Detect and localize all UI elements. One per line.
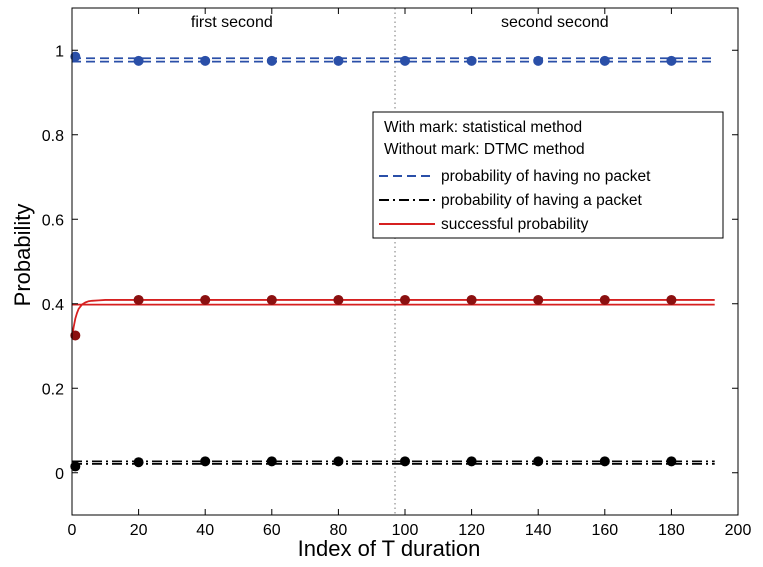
marker-success-6 xyxy=(400,294,410,305)
y-tick-label: 0.2 xyxy=(42,381,64,398)
marker-no_packet-7 xyxy=(466,55,477,66)
series-line-success-1 xyxy=(71,299,715,338)
x-tick-label: 80 xyxy=(330,522,348,539)
marker-success-2 xyxy=(133,294,144,305)
x-tick-label: 120 xyxy=(458,522,485,539)
x-tick-label: 0 xyxy=(68,522,77,539)
marker-no_packet-10 xyxy=(666,55,677,66)
legend-entry-1: probability of having no packet xyxy=(441,168,651,185)
marker-success-3 xyxy=(200,294,211,305)
marker-no_packet-9 xyxy=(599,55,610,66)
marker-success-10 xyxy=(666,294,677,305)
x-axis-label: Index of T duration xyxy=(298,536,481,561)
marker-no_packet-6 xyxy=(400,55,410,66)
y-axis-label: Probability xyxy=(10,204,35,307)
x-tick-label: 180 xyxy=(658,522,685,539)
x-tick-label: 20 xyxy=(130,522,148,539)
legend-header-1: With mark: statistical method xyxy=(384,119,582,136)
x-tick-label: 200 xyxy=(725,522,752,539)
marker-packet-6 xyxy=(400,456,410,467)
marker-success-8 xyxy=(533,294,544,305)
y-tick-label: 0.6 xyxy=(42,212,64,229)
y-tick-label: 0.8 xyxy=(42,128,64,145)
legend-header-2: Without mark: DTMC method xyxy=(384,141,585,158)
marker-packet-3 xyxy=(200,456,211,467)
y-tick-label: 1 xyxy=(55,43,64,60)
marker-packet-10 xyxy=(666,456,677,467)
x-tick-label: 40 xyxy=(196,522,214,539)
marker-packet-2 xyxy=(133,457,144,468)
legend-entry-2: probability of having a packet xyxy=(441,192,642,209)
marker-packet-4 xyxy=(266,456,277,467)
marker-no_packet-3 xyxy=(200,55,211,66)
x-tick-label: 60 xyxy=(263,522,281,539)
x-tick-label: 140 xyxy=(525,522,552,539)
marker-success-9 xyxy=(599,294,610,305)
marker-success-7 xyxy=(466,294,477,305)
marker-packet-1 xyxy=(70,461,81,472)
y-tick-label: 0.4 xyxy=(42,297,64,314)
legend-entry-3: successful probability xyxy=(441,216,589,233)
marker-no_packet-1 xyxy=(70,51,81,62)
x-tick-label: 160 xyxy=(591,522,618,539)
annotation-1: first second xyxy=(191,14,273,31)
marker-packet-7 xyxy=(466,456,477,467)
marker-success-5 xyxy=(333,294,344,305)
marker-success-1 xyxy=(70,330,81,341)
plot-layer: 0 20 40 60 80 100 120 140 160 180 200 0 0.2 0.4 0.6 0.8… xyxy=(42,7,752,539)
annotation-2: second second xyxy=(501,14,609,31)
marker-no_packet-4 xyxy=(266,55,277,66)
legend-box xyxy=(372,111,724,239)
marker-packet-5 xyxy=(333,456,344,467)
marker-no_packet-8 xyxy=(533,55,544,66)
marker-packet-9 xyxy=(599,456,610,467)
y-tick-label: 0 xyxy=(55,466,64,483)
plot-frame xyxy=(71,7,739,516)
x-tick-label: 100 xyxy=(392,522,419,539)
marker-no_packet-2 xyxy=(133,55,144,66)
marker-no_packet-5 xyxy=(333,55,344,66)
marker-success-4 xyxy=(266,294,277,305)
marker-packet-8 xyxy=(533,456,544,467)
